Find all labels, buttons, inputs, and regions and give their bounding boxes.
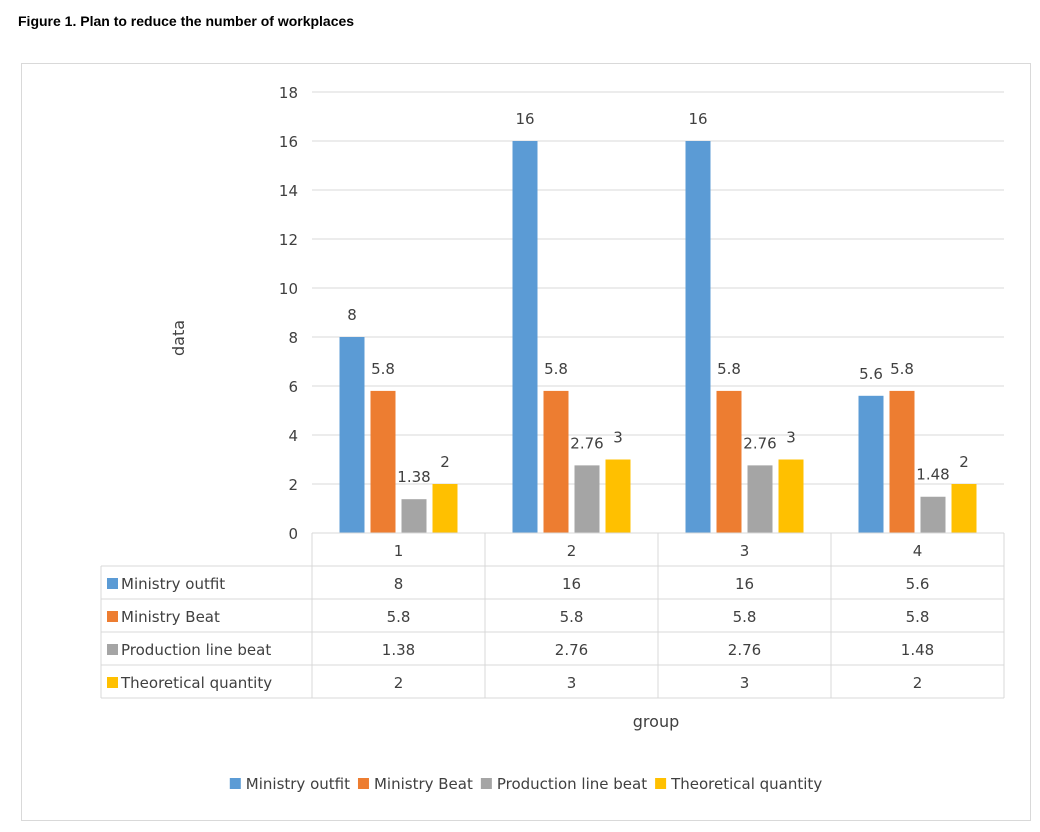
bar	[512, 141, 538, 533]
table-cell: 1.38	[382, 641, 415, 659]
bar	[716, 390, 742, 533]
table-cell: 2.76	[555, 641, 588, 659]
y-tick-label: 8	[288, 329, 298, 347]
legend-label: Theoretical quantity	[670, 775, 822, 793]
x-tick-label: 1	[394, 542, 404, 560]
data-label: 3	[786, 429, 796, 447]
data-label: 2.76	[570, 434, 603, 452]
y-tick-label: 12	[279, 231, 298, 249]
data-label: 5.8	[371, 360, 395, 378]
table-cell: 5.8	[560, 608, 584, 626]
bar	[858, 395, 884, 533]
legend-label: Production line beat	[497, 775, 647, 793]
data-label: 2.76	[743, 434, 776, 452]
bar	[370, 390, 396, 533]
data-label: 1.48	[916, 466, 949, 484]
table-series-name: Ministry Beat	[121, 608, 220, 626]
data-label: 5.8	[544, 360, 568, 378]
table-legend-key	[107, 611, 118, 622]
legend-label: Ministry Beat	[374, 775, 473, 793]
x-tick-label: 4	[913, 542, 923, 560]
bar	[685, 141, 711, 533]
table-cell: 2.76	[728, 641, 761, 659]
bar	[605, 459, 631, 533]
data-table: 1 2 3 4 Ministry outfit 8 16 16 5.6 Ministry Beat…	[100, 532, 1005, 699]
table-series-name: Ministry outfit	[121, 575, 225, 593]
bars	[339, 141, 977, 533]
data-label: 1.38	[397, 468, 430, 486]
table-cell: 16	[735, 575, 754, 593]
table-cell: 5.8	[387, 608, 411, 626]
table-cell: 8	[394, 575, 404, 593]
data-label: 2	[959, 453, 969, 471]
data-label: 8	[347, 306, 357, 324]
table-legend-key	[107, 677, 118, 688]
table-cell: 16	[562, 575, 581, 593]
table-cell: 1.48	[901, 641, 934, 659]
x-tick-label: 3	[740, 542, 750, 560]
table-legend-key	[107, 644, 118, 655]
legend: Ministry outfit Ministry Beat Production l…	[229, 775, 822, 793]
data-labels: 8 5.8 1.38 2 16 5.8 2.76 3 16 5.8 2.76 3 5.6 5.8 1.48 2	[347, 110, 969, 486]
bar	[401, 499, 427, 533]
data-label: 5.6	[859, 365, 883, 383]
y-tick-label: 2	[288, 476, 298, 494]
table-cell: 2	[913, 674, 923, 692]
y-axis: 0 2 4 6 8 10 12 14 16 18	[279, 84, 298, 543]
bar	[920, 496, 946, 533]
y-axis-label: data	[169, 320, 188, 356]
legend-key	[229, 778, 241, 789]
y-tick-label: 0	[288, 525, 298, 543]
table-series-name: Production line beat	[121, 641, 271, 659]
y-tick-label: 14	[279, 182, 298, 200]
data-label: 2	[440, 453, 450, 471]
bar	[747, 465, 773, 533]
table-cell: 2	[394, 674, 404, 692]
bar	[574, 465, 600, 533]
bar	[778, 459, 804, 533]
y-tick-label: 6	[288, 378, 298, 396]
legend-key	[480, 778, 492, 789]
data-label: 5.8	[717, 360, 741, 378]
bar	[951, 484, 977, 533]
y-tick-label: 4	[288, 427, 298, 445]
bar	[543, 390, 569, 533]
legend-key	[655, 778, 667, 789]
legend-key	[357, 778, 369, 789]
table-cell: 3	[567, 674, 577, 692]
y-tick-label: 10	[279, 280, 298, 298]
y-tick-label: 18	[279, 84, 298, 102]
x-tick-label: 2	[567, 542, 577, 560]
chart-frame	[21, 63, 1031, 821]
table-cell: 5.8	[906, 608, 930, 626]
table-cell: 5.6	[906, 575, 930, 593]
data-label: 5.8	[890, 360, 914, 378]
table-cell: 5.8	[733, 608, 757, 626]
data-label: 16	[688, 110, 707, 128]
data-label: 3	[613, 429, 623, 447]
table-legend-key	[107, 578, 118, 589]
bar	[339, 337, 365, 533]
gridlines	[312, 91, 1004, 534]
table-series-name: Theoretical quantity	[120, 674, 272, 692]
y-tick-label: 16	[279, 133, 298, 151]
figure-title: Figure 1. Plan to reduce the number of w…	[18, 13, 355, 29]
bar	[889, 390, 915, 533]
legend-label: Ministry outfit	[246, 775, 350, 793]
table-cell: 3	[740, 674, 750, 692]
data-label: 16	[515, 110, 534, 128]
bar	[432, 484, 458, 533]
x-axis-label: group	[633, 712, 679, 731]
